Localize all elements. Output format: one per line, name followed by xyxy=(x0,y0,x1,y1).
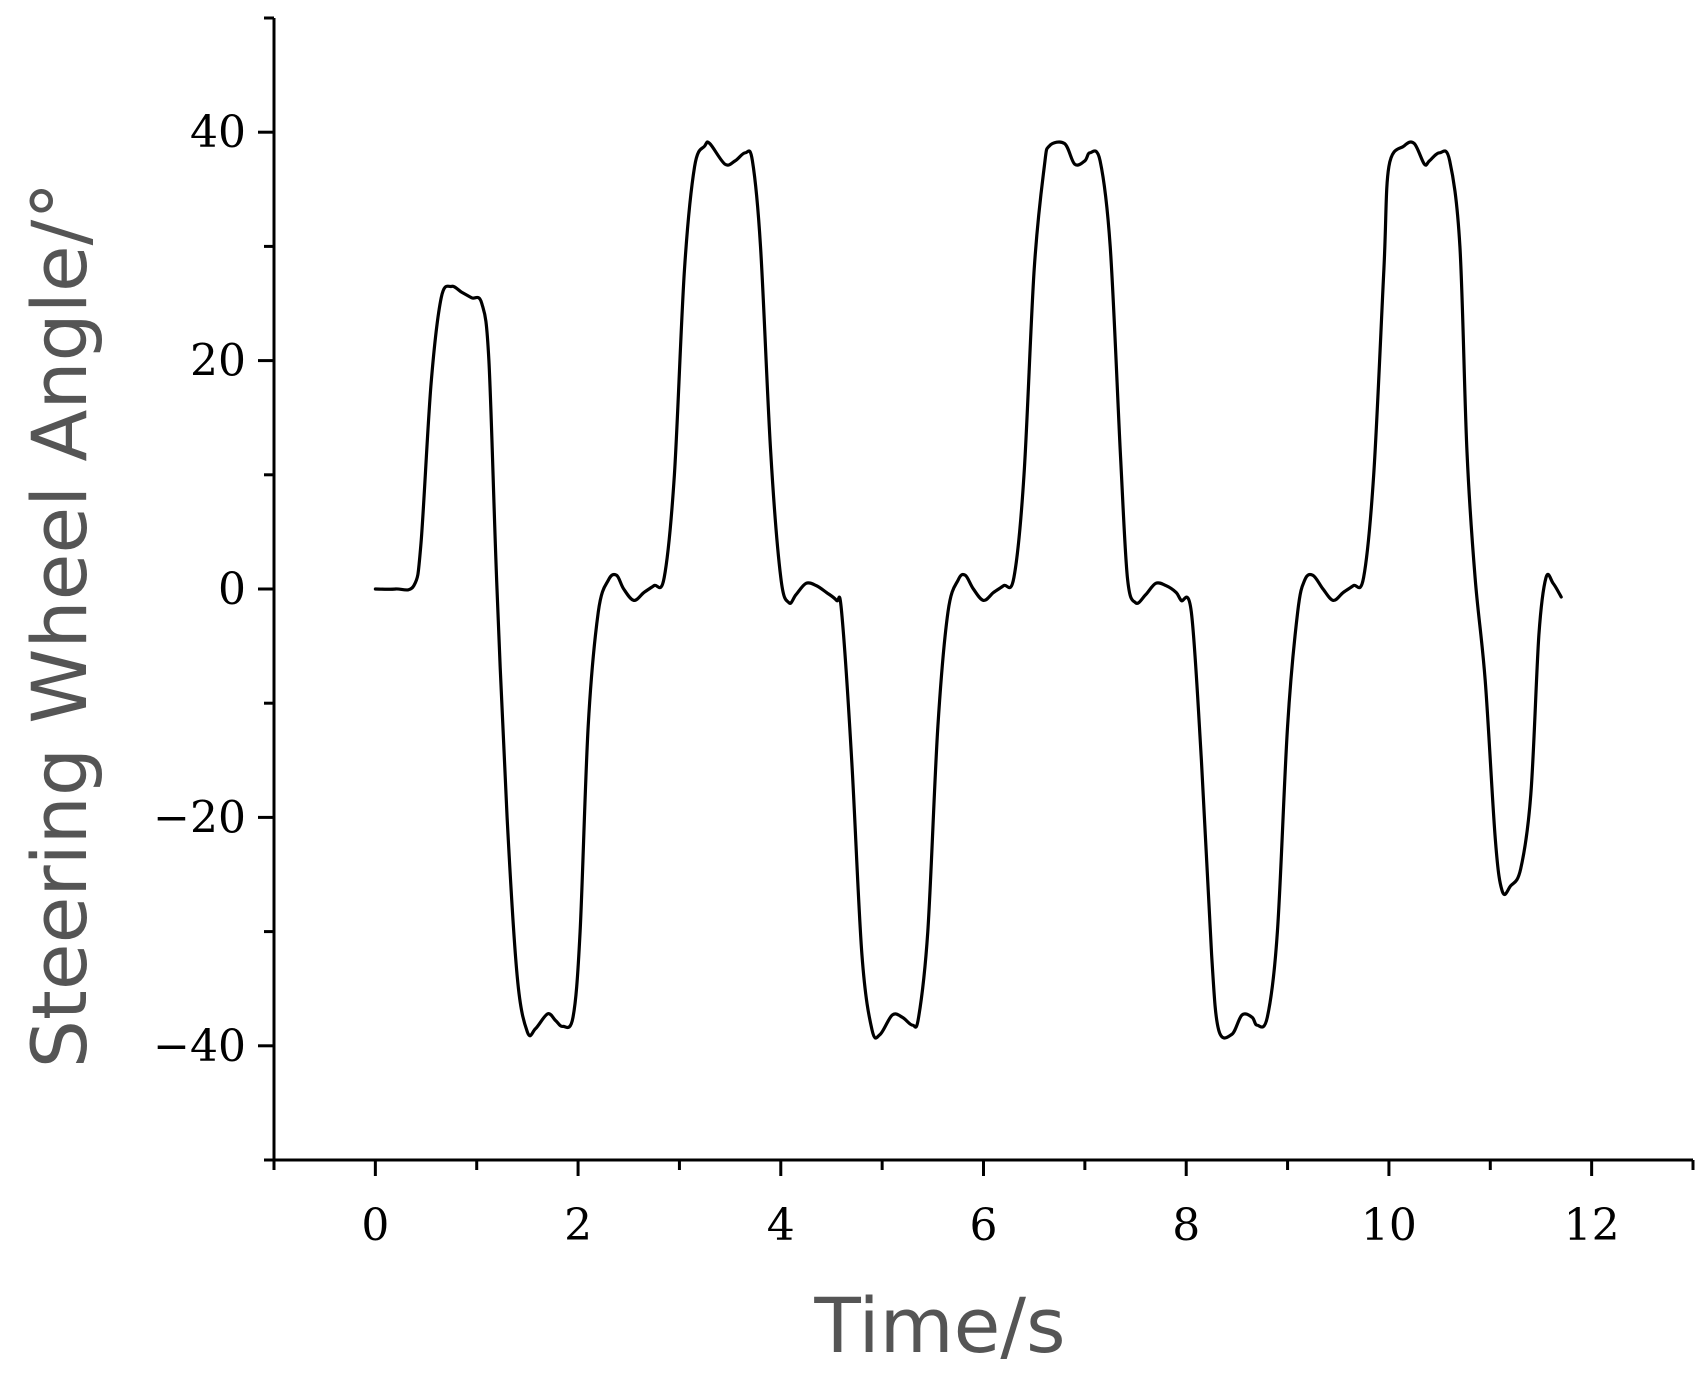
y-tick-label: −20 xyxy=(153,792,246,843)
y-axis-title: Steering Wheel Angle/° xyxy=(15,182,104,1068)
x-axis-title: Time/s xyxy=(813,1281,1065,1370)
y-tick-label: 20 xyxy=(190,336,246,387)
x-tick-label: 0 xyxy=(361,1200,389,1251)
x-tick-label: 2 xyxy=(564,1200,592,1251)
axes xyxy=(272,18,1693,1162)
x-tick-label: 4 xyxy=(767,1200,795,1251)
ticks xyxy=(258,16,1695,1176)
x-tick-label: 8 xyxy=(1172,1200,1200,1251)
x-tick-label: 12 xyxy=(1564,1200,1620,1251)
x-tick-label: 10 xyxy=(1361,1200,1417,1251)
y-tick-label: −40 xyxy=(153,1021,246,1072)
series-layer xyxy=(373,140,1563,1040)
x-tick-label: 6 xyxy=(970,1200,998,1251)
y-tick-label: 0 xyxy=(218,564,246,615)
y-tick-label: 40 xyxy=(190,107,246,158)
tick-labels: 0 2 4 6 8 10 12 −40 −20 0 20 40 xyxy=(153,107,1620,1251)
steering-angle-line xyxy=(373,140,1563,1040)
